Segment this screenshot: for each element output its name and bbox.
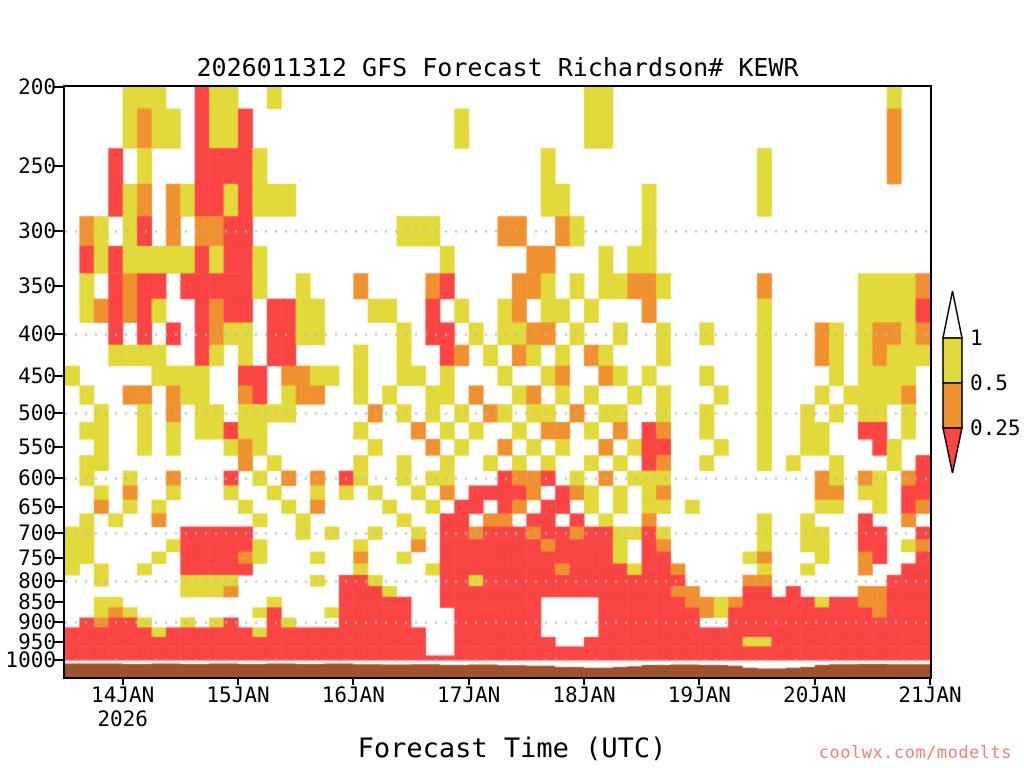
x-tick-label: 20JAN: [783, 683, 847, 707]
y-tick-label: 800: [18, 568, 56, 593]
chart-title: 2026011312 GFS Forecast Richardson# KEWR: [196, 53, 799, 82]
y-tick-label: 500: [18, 401, 56, 426]
y-tick-label: 900: [18, 610, 56, 635]
x-tick-label: 15JAN: [206, 683, 270, 707]
y-tick-label: 1000: [5, 648, 56, 672]
x-tick-label: 17JAN: [437, 683, 501, 707]
plot-frame: [63, 85, 932, 679]
x-tick-mark: [121, 677, 124, 685]
y-tick-label: 400: [18, 321, 56, 346]
y-tick-label: 550: [18, 435, 56, 460]
y-tick-mark: [54, 505, 63, 508]
y-tick-mark: [54, 412, 63, 415]
x-axis-year-label: 2026: [97, 707, 148, 731]
x-tick-mark: [698, 677, 701, 685]
y-tick-mark: [54, 230, 63, 233]
x-tick-label: 19JAN: [667, 683, 731, 707]
x-tick-label: 16JAN: [321, 683, 385, 707]
y-tick-label: 850: [18, 590, 56, 615]
x-tick-mark: [929, 677, 931, 685]
watermark-text: coolwx.com/modelts: [818, 743, 1012, 763]
colorbar-above-max-triangle-icon: [942, 290, 963, 339]
colorbar-label-0p25: 0.25: [970, 416, 1021, 440]
x-axis-title: Forecast Time (UTC): [357, 733, 667, 764]
x-tick-label: 14JAN: [91, 683, 155, 707]
colorbar-label-1: 1: [970, 326, 983, 350]
y-tick-label: 650: [18, 494, 56, 519]
y-tick-mark: [54, 556, 63, 559]
y-tick-mark: [54, 532, 63, 534]
y-tick-mark: [54, 165, 63, 168]
y-tick-label: 750: [18, 545, 56, 570]
x-tick-mark: [467, 677, 470, 685]
y-tick-label: 450: [18, 363, 56, 388]
richardson-colorbar: [942, 290, 963, 474]
y-tick-mark: [54, 332, 63, 335]
y-tick-mark: [54, 477, 63, 480]
richardson-heatmap-canvas: [65, 87, 930, 677]
y-tick-label: 350: [18, 274, 56, 299]
y-tick-mark: [54, 640, 63, 643]
y-tick-mark: [54, 86, 63, 88]
y-tick-label: 200: [18, 75, 56, 99]
y-tick-mark: [54, 621, 63, 624]
y-tick-label: 950: [18, 629, 56, 654]
colorbar-below-min-triangle-icon: [942, 427, 963, 474]
x-tick-label: 21JAN: [898, 683, 962, 707]
y-tick-label: 300: [18, 219, 56, 244]
x-tick-mark: [352, 677, 355, 685]
y-tick-mark: [54, 601, 63, 604]
y-tick-mark: [54, 374, 63, 377]
colorbar-bin-2: [942, 382, 963, 429]
y-tick-mark: [54, 285, 63, 288]
x-tick-label: 18JAN: [552, 683, 616, 707]
y-tick-label: 700: [18, 521, 56, 545]
y-tick-mark: [54, 579, 63, 582]
colorbar-label-0p5: 0.5: [970, 371, 1008, 395]
colorbar-bin-1: [942, 337, 963, 384]
y-tick-mark: [54, 659, 63, 661]
x-tick-mark: [583, 677, 585, 685]
y-tick-label: 250: [18, 154, 56, 179]
y-tick-label: 600: [18, 466, 56, 491]
y-tick-mark: [54, 446, 63, 449]
x-tick-mark: [813, 677, 816, 685]
x-tick-mark: [237, 677, 239, 685]
